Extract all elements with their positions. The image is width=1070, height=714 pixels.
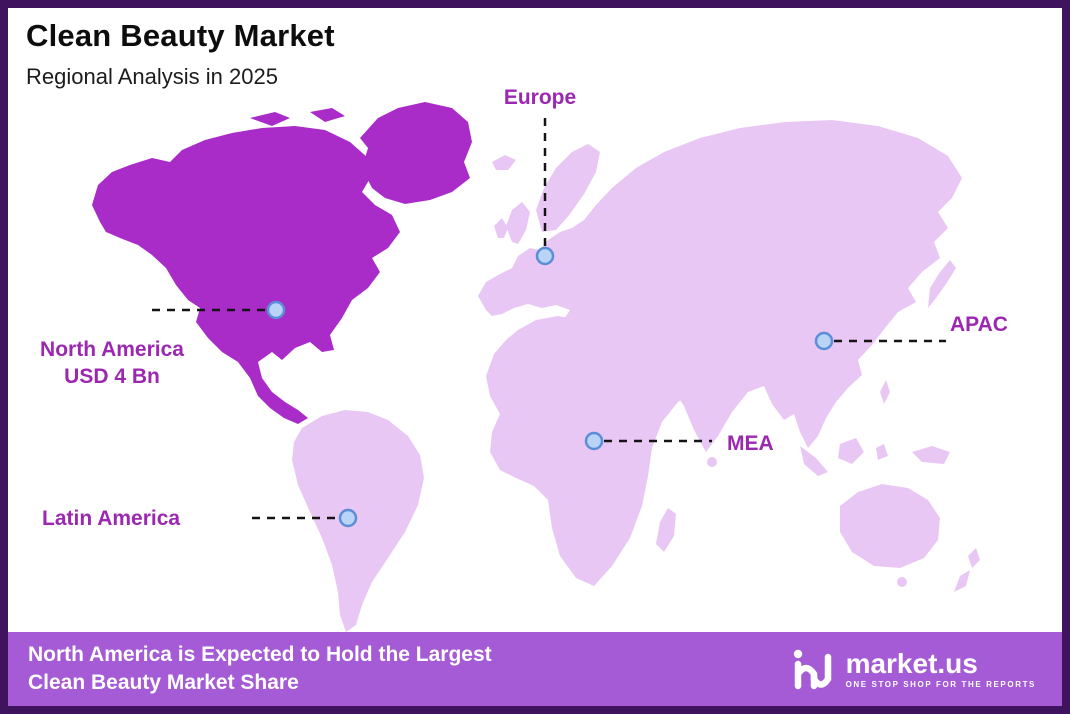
region-label-apac: APAC — [950, 313, 1008, 336]
map-greenland — [360, 102, 472, 204]
world-map — [92, 102, 980, 632]
map-south-america — [292, 410, 424, 632]
marker-north-america — [266, 300, 286, 320]
map-japan — [928, 260, 956, 308]
market-us-logo-icon — [793, 649, 831, 690]
map-indonesia — [800, 438, 950, 476]
banner-line-1: North America is Expected to Hold the La… — [28, 642, 492, 666]
map-arctic-islands — [250, 108, 345, 126]
map-new-zealand — [954, 548, 980, 592]
map-tasmania — [897, 577, 907, 587]
region-value-north-america: USD 4 Bn — [64, 365, 160, 389]
brand-logo: market.us ONE STOP SHOP FOR THE REPORTS — [788, 645, 1036, 693]
page-title: Clean Beauty Market — [26, 18, 335, 53]
brand-words: market.us ONE STOP SHOP FOR THE REPORTS — [845, 647, 1036, 690]
region-label-latin-america: Latin America — [42, 507, 181, 530]
banner-line-2: Clean Beauty Market Share — [28, 671, 299, 694]
region-label-europe: Europe — [503, 86, 577, 109]
marker-latin-america — [338, 508, 358, 528]
marker-europe — [535, 246, 555, 266]
region-label-north-america-name: North America — [40, 338, 184, 361]
map-british-isles — [494, 202, 530, 244]
banner-text: North America is Expected to Hold the La… — [28, 641, 492, 698]
bottom-banner: North America is Expected to Hold the La… — [8, 632, 1062, 706]
marker-mea — [584, 431, 604, 451]
brand-tagline: ONE STOP SHOP FOR THE REPORTS — [845, 680, 1036, 690]
marker-apac — [814, 331, 834, 351]
region-label-north-america: North America USD 4 Bn — [16, 336, 208, 391]
page-subtitle: Regional Analysis in 2025 — [26, 64, 278, 89]
map-eurasia — [478, 120, 962, 452]
map-sri-lanka — [707, 457, 717, 467]
map-north-america — [92, 126, 400, 424]
map-madagascar — [656, 508, 676, 552]
brand-name: market.us — [845, 647, 978, 679]
map-iceland — [492, 155, 516, 170]
map-australia — [840, 484, 940, 568]
map-scandinavia — [536, 144, 600, 232]
region-label-mea: MEA — [727, 432, 774, 455]
map-africa — [486, 316, 698, 586]
map-philippines — [880, 380, 890, 404]
